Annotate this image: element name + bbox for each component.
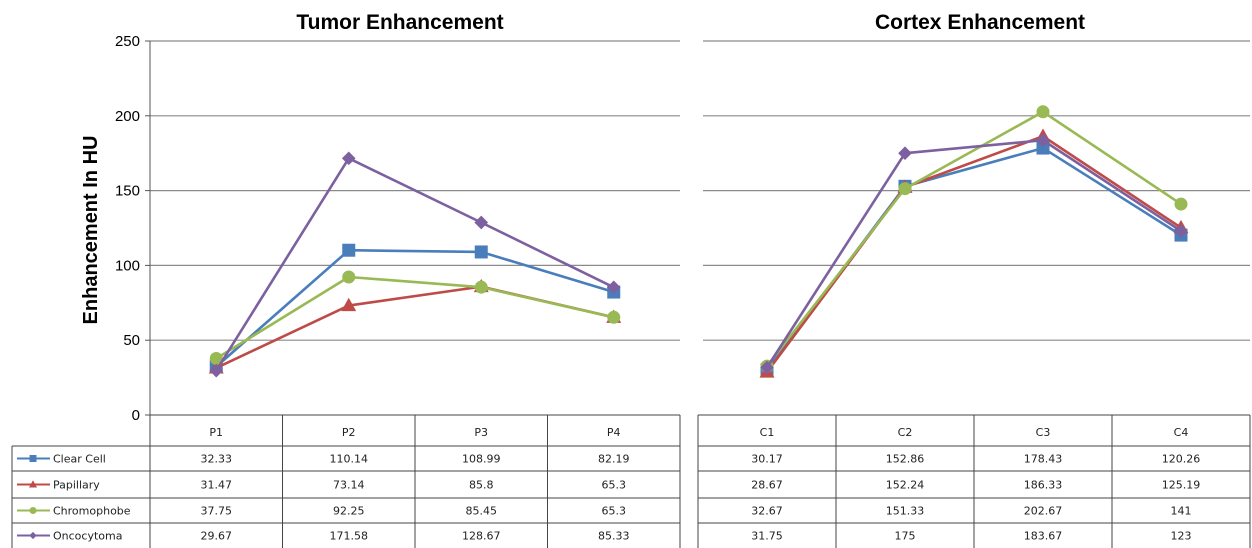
data-table-value: 183.67	[1024, 530, 1063, 543]
legend-series-name: Clear Cell	[53, 453, 106, 466]
gridlines	[150, 40, 1250, 416]
axes: 0 50 100 150 200 250	[115, 33, 151, 424]
series-line	[215, 275, 615, 360]
data-point	[209, 363, 224, 378]
data-table-value: 141	[1171, 505, 1192, 518]
legend-key-marker	[29, 455, 37, 462]
series-line	[765, 110, 1182, 367]
y-tick-label: 50	[123, 332, 140, 349]
cortex-chart-title: Cortex Enhancement	[875, 11, 1085, 34]
x-category-label: P1	[209, 426, 223, 439]
data-point	[760, 360, 774, 375]
data-table-value: 123	[1171, 530, 1192, 543]
series-line	[215, 157, 615, 372]
legend-series-name: Oncocytoma	[53, 530, 122, 543]
y-tick-label: 200	[115, 108, 140, 125]
data-table-value: 110.14	[330, 453, 369, 466]
data-point	[898, 182, 912, 196]
data-table-value: 85.45	[466, 505, 498, 518]
data-table-value: 186.33	[1024, 479, 1063, 492]
data-table-value: 128.67	[462, 530, 501, 543]
data-point	[1036, 133, 1050, 148]
legend-series-name: Papillary	[53, 479, 100, 492]
data-point	[209, 352, 223, 366]
legend-key-marker	[29, 507, 37, 514]
data-table-value: 85.33	[598, 530, 630, 543]
data-tables: P1 P2 P3 P4 32.33 110.14 108.99 82.19 Clear Cell…	[11, 414, 1251, 548]
data-point	[606, 280, 621, 295]
data-table-value: 151.33	[886, 505, 925, 518]
legend-key-marker	[29, 531, 37, 540]
data-point	[607, 310, 621, 324]
data-table-value: 108.99	[462, 453, 501, 466]
y-tick-label: 100	[115, 257, 140, 274]
data-table-value: 92.25	[333, 505, 365, 518]
legend-series-name: Chromophobe	[53, 505, 131, 518]
data-point	[341, 151, 356, 166]
data-table-value: 30.17	[751, 453, 783, 466]
data-table-value: 120.26	[1162, 453, 1201, 466]
data-table-value: 171.58	[330, 530, 369, 543]
tumor-chart-title: Tumor Enhancement	[296, 11, 503, 34]
series-line	[765, 146, 1182, 371]
data-table-value: 73.14	[333, 479, 365, 492]
data-point	[342, 243, 356, 257]
data-point	[474, 215, 489, 230]
series-line	[215, 248, 615, 368]
data-point	[1036, 105, 1050, 119]
data-point	[1174, 224, 1188, 238]
x-category-label: C3	[1036, 426, 1051, 439]
data-table-value: 65.3	[602, 479, 627, 492]
data-point	[1174, 197, 1188, 211]
data-point	[898, 146, 912, 161]
data-table-value: 125.19	[1162, 479, 1201, 492]
data-table-value: 37.75	[201, 505, 233, 518]
legend-key-marker	[28, 480, 38, 488]
x-category-label: P4	[607, 426, 621, 439]
data-point	[1036, 141, 1050, 155]
y-tick-label: 150	[115, 183, 140, 200]
data-point	[342, 270, 356, 284]
data-table-value: 32.33	[201, 453, 233, 466]
series-line	[765, 138, 1182, 369]
y-axis-label: Enhancement In HU	[80, 136, 102, 325]
data-table-value: 85.8	[469, 479, 494, 492]
series-line	[765, 134, 1182, 373]
data-point	[474, 245, 488, 259]
x-category-label: C4	[1174, 426, 1189, 439]
y-tick-label: 0	[132, 407, 140, 424]
x-category-label: P2	[342, 426, 356, 439]
data-point	[341, 297, 357, 312]
data-table-value: 178.43	[1024, 453, 1063, 466]
data-table-value: 29.67	[201, 530, 233, 543]
data-table-value: 152.24	[886, 479, 925, 492]
y-tick-label: 250	[115, 33, 140, 50]
data-table-value: 202.67	[1024, 505, 1063, 518]
data-table-value: 152.86	[886, 453, 925, 466]
series-lines	[208, 105, 1189, 378]
x-category-label: C2	[898, 426, 913, 439]
data-table-value: 28.67	[751, 479, 783, 492]
data-table-value: 65.3	[602, 505, 627, 518]
series-line	[215, 285, 615, 370]
data-table-value: 31.75	[751, 530, 783, 543]
data-table-value: 175	[895, 530, 916, 543]
data-table-value: 31.47	[201, 479, 233, 492]
data-table-value: 32.67	[751, 505, 783, 518]
data-point	[474, 280, 488, 294]
x-category-label: C1	[760, 426, 775, 439]
data-table-value: 82.19	[598, 453, 630, 466]
x-category-label: P3	[474, 426, 488, 439]
